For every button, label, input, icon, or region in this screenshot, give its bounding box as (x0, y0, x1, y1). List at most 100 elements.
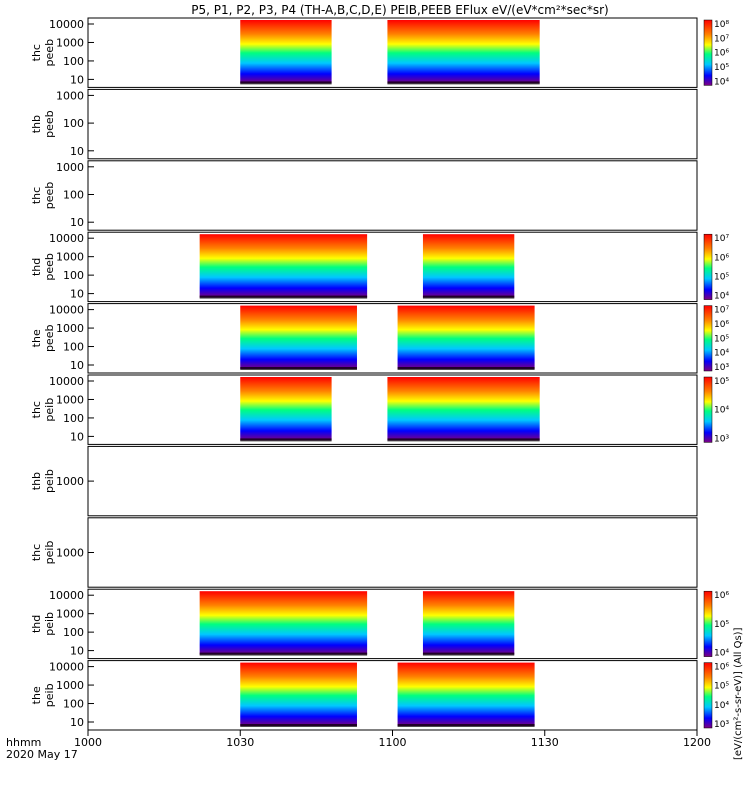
colorbar-tick-label: 10³ (714, 720, 729, 730)
colorbar-tick-label: 10⁵ (714, 682, 729, 692)
y-tick-label: 10 (70, 359, 84, 372)
figure-title: P5, P1, P2, P3, P4 (TH-A,B,C,D,E) PEIB,P… (191, 3, 608, 17)
y-tick-label: 10 (70, 73, 84, 86)
panel-thd-peib-8: 10 100 1000 10000 thd peib 10⁴ 10⁵ 10⁶ (30, 588, 729, 660)
y-tick-label: 100 (63, 412, 84, 425)
panel-frame (87, 231, 698, 303)
x-tick-label: 1200 (683, 736, 711, 749)
y-tick-label: 100 (63, 189, 84, 202)
colorbar-tick-label: 10⁶ (714, 320, 729, 330)
y-label-spacecraft: thb (30, 472, 43, 490)
spectrogram-floor-line (199, 295, 368, 299)
colorbar-tick-label: 10⁵ (714, 377, 729, 387)
panel-thb-peeb-1: 10 100 1000 thb peeb (30, 88, 698, 160)
spectrogram-block (199, 591, 368, 655)
colorbar-tick-label: 10⁴ (714, 701, 729, 711)
y-tick-label: 1000 (56, 547, 84, 560)
y-label-instrument: peeb (43, 253, 56, 281)
x-axis: 1000 1030 1100 1130 1200 (74, 730, 711, 749)
spectrogram-block (397, 662, 535, 726)
y-tick-label: 10000 (49, 589, 84, 602)
colorbar-tick-label: 10⁶ (714, 663, 729, 673)
colorbar-tick-label: 10³ (714, 434, 729, 444)
colorbar-unit-label-bottom: [eV/(cm²-s-sr-eV)] (All Qs)] (733, 627, 744, 760)
colorbar-tick-label: 10⁸ (714, 20, 729, 30)
y-label-spacecraft: thc (30, 544, 43, 561)
x-label-date: 2020 May 17 (6, 748, 78, 761)
colorbar (703, 662, 713, 729)
colorbar-tick-label: 10⁴ (714, 649, 729, 659)
colorbar-tick-label: 10⁷ (714, 34, 729, 44)
panel-frame (87, 17, 698, 88)
y-label-instrument: peib (43, 612, 56, 636)
panel-thd-peeb-3: 10 100 1000 10000 thd peeb 10⁴ 10⁵ 10⁶ 10⁷ (30, 231, 729, 303)
y-tick-label: 1000 (56, 251, 84, 264)
y-label-instrument: peib (43, 398, 56, 422)
y-tick-label: 10000 (49, 18, 84, 31)
y-tick-label: 100 (63, 698, 84, 711)
x-tick-label: 1000 (74, 736, 102, 749)
spectrogram-floor-line (397, 724, 535, 727)
spectrogram-block (240, 305, 357, 369)
spectrogram-floor-line (199, 652, 368, 656)
y-label-instrument: peeb (43, 182, 56, 210)
colorbar-tick-label: 10⁶ (714, 591, 729, 601)
spectrogram-block (240, 662, 357, 726)
y-tick-label: 1000 (56, 36, 84, 49)
panel-thc-peib-7: 1000 thc peib (30, 517, 698, 588)
y-label-instrument: peeb (43, 110, 56, 138)
colorbar-tick-label: 10⁴ (714, 77, 729, 87)
spectrogram-floor-line (387, 438, 540, 442)
panel-the-peeb-4: 10 100 1000 10000 the peeb 10³ 10⁴ 10⁵ 10⁶ 10⁷ (30, 303, 729, 374)
y-tick-label: 10000 (49, 375, 84, 388)
colorbar-tick-label: 10⁴ (714, 292, 729, 302)
y-tick-label: 100 (63, 55, 84, 68)
y-tick-label: 10 (70, 145, 84, 158)
y-tick-label: 1000 (56, 322, 84, 335)
panel-frame (87, 588, 698, 660)
panel-thc-peeb-2: 10 100 1000 thc peeb (30, 160, 698, 231)
panel-frame (87, 660, 698, 731)
x-tick-label: 1130 (531, 736, 559, 749)
panel-thb-peib-6: 1000 thb peib (30, 445, 698, 517)
colorbar-tick-label: 10⁶ (714, 253, 729, 263)
spectrogram-block (422, 234, 515, 298)
x-label-hhmm: hhmm (6, 736, 41, 749)
spectrogram-floor-line (240, 438, 332, 442)
spectrogram-floor-line (240, 367, 357, 370)
y-label-spacecraft: thc (30, 187, 43, 204)
y-label-instrument: peeb (43, 325, 56, 353)
colorbar (703, 590, 713, 657)
y-tick-label: 100 (63, 341, 84, 354)
y-tick-label: 1000 (56, 393, 84, 406)
colorbar-tick-label: 10⁴ (714, 406, 729, 416)
colorbar-tick-label: 10⁵ (714, 334, 729, 344)
colorbar (703, 19, 713, 86)
colorbar-tick-label: 10⁵ (714, 272, 729, 282)
colorbar-tick-label: 10⁵ (714, 620, 729, 630)
y-label-spacecraft: thb (30, 115, 43, 133)
colorbar (703, 305, 713, 372)
panel-frame (87, 160, 698, 231)
y-tick-label: 10 (70, 216, 84, 229)
y-tick-label: 1000 (56, 161, 84, 174)
y-label-spacecraft: thc (30, 44, 43, 61)
spectrogram-floor-line (240, 724, 357, 727)
spectrogram-block (422, 591, 515, 655)
y-tick-label: 100 (63, 117, 84, 130)
spectrogram-block (387, 20, 540, 84)
spectrogram-block (240, 20, 332, 84)
spectrogram-floor-line (240, 81, 332, 85)
y-label-instrument: peib (43, 469, 56, 493)
colorbar-tick-label: 10⁴ (714, 349, 729, 359)
y-label-spacecraft: thd (30, 615, 43, 633)
colorbar-tick-label: 10³ (714, 363, 729, 373)
y-tick-label: 1000 (56, 608, 84, 621)
y-tick-label: 1000 (56, 89, 84, 102)
y-label-spacecraft: the (30, 329, 43, 347)
y-tick-label: 1000 (56, 679, 84, 692)
y-label-spacecraft: thd (30, 258, 43, 276)
y-tick-label: 10 (70, 430, 84, 443)
